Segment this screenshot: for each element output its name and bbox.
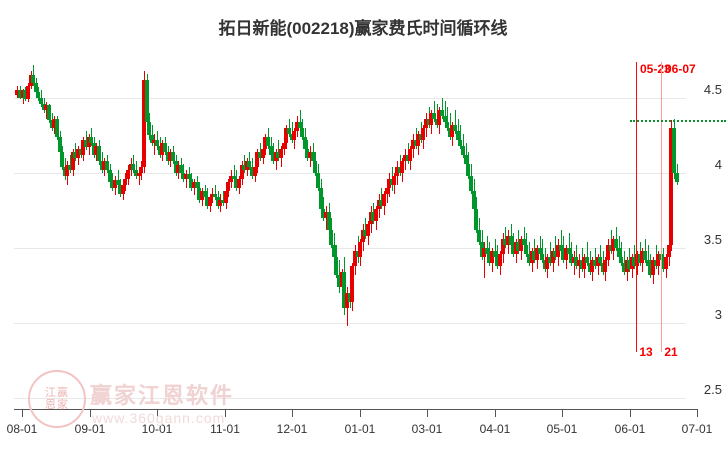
y-axis-label: 4 bbox=[714, 156, 722, 172]
gridline bbox=[14, 322, 686, 324]
x-axis-tick bbox=[630, 410, 631, 417]
x-axis-label: 05-01 bbox=[546, 422, 578, 436]
x-axis-label: 08-01 bbox=[6, 422, 38, 436]
x-axis-label: 11-01 bbox=[210, 422, 240, 436]
gridline bbox=[14, 398, 686, 399]
x-axis-tick bbox=[157, 410, 158, 417]
x-axis-label: 01-01 bbox=[344, 422, 376, 436]
x-axis-label: 04-01 bbox=[479, 422, 511, 436]
x-axis-tick bbox=[427, 410, 428, 417]
fib-vertical-line-21 bbox=[661, 62, 662, 352]
x-axis-label: 09-01 bbox=[74, 422, 106, 436]
plot-area bbox=[14, 60, 686, 399]
gridline bbox=[14, 247, 686, 249]
gridline bbox=[14, 172, 686, 174]
y-axis-label: 2.5 bbox=[703, 382, 722, 397]
x-axis-tick bbox=[562, 410, 563, 417]
y-axis-label: 4.5 bbox=[703, 81, 722, 97]
fib-horizontal-level-line bbox=[630, 120, 726, 123]
x-axis-label: 07-01 bbox=[681, 422, 713, 436]
fib-vertical-line-13 bbox=[636, 62, 637, 352]
x-axis-label: 10-01 bbox=[141, 422, 173, 436]
x-axis-tick bbox=[225, 410, 226, 417]
fib-number-label-13: 13 bbox=[639, 345, 653, 359]
y-axis-label: 3 bbox=[714, 306, 722, 322]
x-axis-line bbox=[14, 409, 698, 410]
x-axis-tick bbox=[22, 410, 23, 417]
gridline bbox=[14, 97, 686, 99]
x-axis-label: 12-01 bbox=[276, 422, 308, 436]
x-axis-tick bbox=[495, 410, 496, 417]
fib-date-label-21: 06-07 bbox=[665, 62, 696, 76]
x-axis-label: 03-01 bbox=[411, 422, 443, 436]
x-axis-label: 06-01 bbox=[614, 422, 646, 436]
x-axis-tick bbox=[292, 410, 293, 417]
fib-date-label-13: 05-23 bbox=[640, 62, 671, 76]
fib-number-label-21: 21 bbox=[664, 345, 678, 359]
x-axis-tick bbox=[90, 410, 91, 417]
y-axis-label: 3.5 bbox=[703, 231, 722, 247]
chart-title: 拓日新能(002218)赢家费氏时间循环线 bbox=[218, 19, 508, 38]
x-axis-tick bbox=[360, 410, 361, 417]
x-axis-tick bbox=[697, 410, 698, 417]
